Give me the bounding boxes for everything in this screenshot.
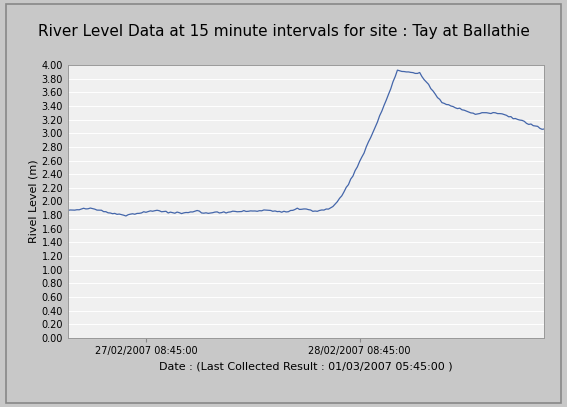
Y-axis label: Rivel Level (m): Rivel Level (m) [29, 160, 39, 243]
Text: River Level Data at 15 minute intervals for site : Tay at Ballathie: River Level Data at 15 minute intervals … [37, 24, 530, 39]
X-axis label: Date : (Last Collected Result : 01/03/2007 05:45:00 ): Date : (Last Collected Result : 01/03/20… [159, 362, 453, 372]
